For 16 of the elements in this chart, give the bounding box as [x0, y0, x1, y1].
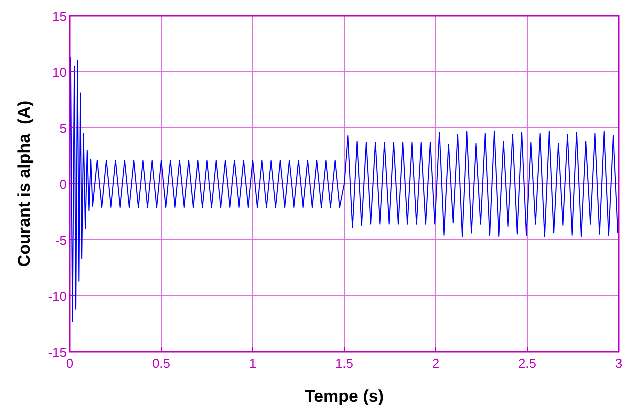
y-tick-label: -10 [48, 289, 67, 304]
y-tick-label: -5 [55, 233, 67, 248]
x-tick-label: 0.5 [152, 356, 171, 371]
y-tick-label: 10 [52, 65, 67, 80]
x-tick-label: 1 [249, 356, 257, 371]
x-tick-label: 1.5 [335, 356, 354, 371]
x-tick-label: 3 [615, 356, 623, 371]
y-tick-label: 5 [60, 121, 67, 136]
y-tick-label: 0 [60, 177, 67, 192]
y-tick-label: 15 [52, 9, 67, 24]
x-axis-title: Tempe (s) [304, 387, 384, 406]
y-tick-label: -15 [48, 345, 67, 360]
x-tick-label: 2 [432, 356, 440, 371]
y-axis-title: Courant is alpha (A) [15, 100, 34, 268]
line-series [70, 56, 619, 322]
x-tick-label: 2.5 [518, 356, 537, 371]
